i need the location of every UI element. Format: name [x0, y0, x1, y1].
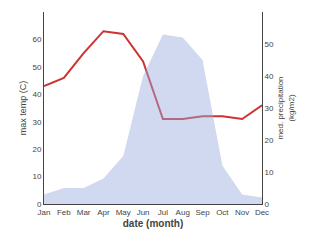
svg-text:med. precipitation(kg/m2): med. precipitation(kg/m2) [276, 76, 295, 139]
svg-text:Jul: Jul [158, 208, 168, 217]
svg-text:Feb: Feb [57, 208, 71, 217]
svg-text:0: 0 [37, 200, 42, 209]
svg-text:40: 40 [265, 72, 274, 81]
svg-text:Dec: Dec [255, 208, 269, 217]
svg-text:30: 30 [265, 104, 274, 113]
svg-text:30: 30 [32, 118, 41, 127]
svg-text:Jun: Jun [137, 208, 150, 217]
svg-text:20: 20 [32, 145, 41, 154]
svg-text:Mar: Mar [77, 208, 91, 217]
svg-text:50: 50 [32, 63, 41, 72]
svg-text:date (month): date (month) [123, 218, 184, 229]
svg-text:20: 20 [265, 136, 274, 145]
svg-text:40: 40 [32, 90, 41, 99]
svg-text:max temp (C): max temp (C) [18, 81, 28, 136]
svg-text:50: 50 [265, 40, 274, 49]
svg-text:0: 0 [265, 200, 270, 209]
svg-text:Oct: Oct [216, 208, 229, 217]
svg-text:10: 10 [32, 172, 41, 181]
svg-text:Jan: Jan [38, 208, 51, 217]
svg-text:Aug: Aug [176, 208, 190, 217]
svg-text:60: 60 [32, 35, 41, 44]
svg-text:Nov: Nov [235, 208, 249, 217]
svg-text:10: 10 [265, 168, 274, 177]
svg-text:May: May [116, 208, 131, 217]
svg-text:Apr: Apr [97, 208, 110, 217]
svg-text:Sep: Sep [195, 208, 210, 217]
